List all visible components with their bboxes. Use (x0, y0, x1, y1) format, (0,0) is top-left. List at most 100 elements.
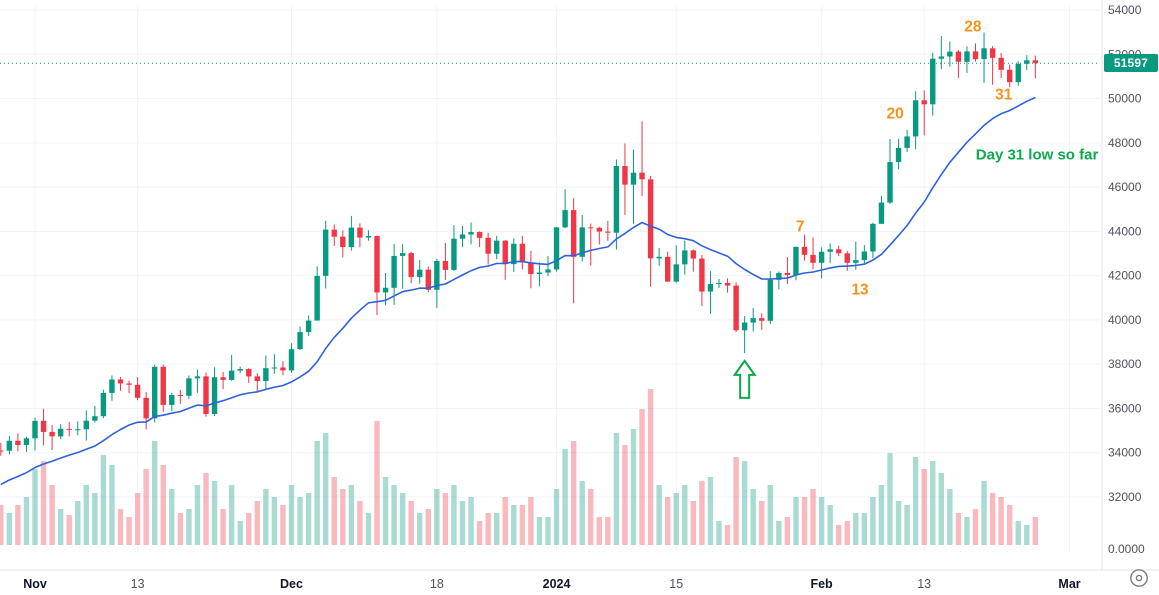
volume-bar (15, 505, 21, 545)
candle-body (801, 246, 808, 255)
candle-body (425, 269, 431, 290)
volume-bar (759, 501, 765, 545)
volume-bar (49, 485, 55, 545)
candle-body (553, 227, 560, 270)
candle-body (904, 136, 910, 148)
candle-body (938, 56, 944, 59)
candle-body (211, 377, 218, 414)
candle-body (656, 256, 662, 259)
candle-body (417, 269, 423, 277)
candle-body (588, 227, 594, 229)
volume-bar (1032, 517, 1039, 545)
candle-body (126, 383, 132, 385)
price-tick-label: 46000 (1108, 180, 1142, 194)
candle-body (331, 229, 337, 237)
volume-bar (348, 485, 355, 545)
candle-body (152, 366, 158, 419)
candle-body (1024, 60, 1030, 64)
volume-bar (519, 505, 526, 545)
day-number-annotation[interactable]: 7 (796, 218, 805, 235)
volume-bar (451, 485, 457, 545)
volume-bar (836, 525, 842, 545)
last-price-badge: 51597 (1104, 54, 1158, 73)
candle-body (810, 254, 816, 263)
volume-bar (126, 517, 132, 545)
candle-body (870, 223, 876, 252)
price-tick-label: 34000 (1108, 446, 1142, 460)
candle-body (964, 51, 970, 62)
volume-bar (724, 525, 731, 545)
time-axis[interactable]: Nov 13 Dec 18 2024 15 Feb 13 Mar (23, 577, 1081, 591)
candle-body (391, 255, 397, 288)
volume-bar (0, 505, 4, 545)
day-number-annotation[interactable]: 20 (887, 106, 904, 123)
volume-bar (682, 485, 688, 545)
candle-body (494, 240, 500, 254)
candle-body (40, 420, 47, 432)
volume-bar (32, 469, 38, 545)
volume-bar (776, 521, 782, 545)
volume-bar (374, 421, 380, 545)
day-number-annotation[interactable]: 13 (851, 282, 869, 299)
volume-bar (160, 465, 166, 545)
volume-bar (588, 489, 594, 545)
candle-body (844, 253, 850, 263)
price-axis[interactable]: 5400052000500004800046000440004200040000… (1108, 3, 1145, 556)
volume-bar (596, 517, 602, 545)
candle-body (605, 231, 611, 233)
ma-line-layer (0, 96, 1036, 486)
candle-body (639, 172, 645, 180)
volume-bar (878, 485, 885, 545)
volume-bar (801, 497, 808, 545)
volume-bar (887, 453, 893, 545)
candle-body (989, 48, 996, 58)
volume-bar (391, 485, 397, 545)
annotation-note[interactable]: Day 31 low so far (975, 146, 1099, 164)
candle-body (75, 429, 81, 431)
candle-body (972, 51, 979, 60)
volume-bar (117, 509, 124, 545)
volume-bar (895, 501, 902, 545)
candle-body (143, 397, 149, 419)
volume-bar (562, 449, 568, 545)
candles-pane[interactable] (0, 32, 1039, 456)
candle-body (579, 227, 585, 257)
volume-bar (741, 461, 748, 545)
time-tick-label: 18 (430, 577, 444, 591)
volume-bar (169, 489, 175, 545)
candle-body (66, 428, 72, 430)
day-number-annotation[interactable]: 28 (964, 19, 982, 36)
price-tick-label: 50000 (1108, 92, 1142, 106)
time-tick-label: 15 (669, 577, 683, 591)
candle-body (476, 232, 483, 238)
volume-bar (297, 497, 303, 545)
candle-body (955, 51, 962, 62)
volume-bar (57, 509, 64, 545)
volume-bar (673, 493, 679, 545)
volume-bar (818, 497, 825, 545)
volume-bar (246, 513, 252, 545)
circle-dot-icon[interactable] (1128, 567, 1150, 589)
volume-bar (271, 497, 278, 545)
up-arrow-annotation[interactable] (732, 359, 757, 399)
volume-bar (502, 497, 508, 545)
volume-bar (570, 441, 577, 545)
candle-body (408, 253, 414, 277)
candle-body (784, 272, 791, 275)
candle-body (83, 420, 89, 430)
volume-bar (75, 501, 81, 545)
volume-bar (1007, 505, 1013, 545)
candle-body (895, 147, 902, 163)
candle-body (622, 166, 628, 185)
volume-bar (425, 509, 431, 545)
volume-bar (707, 477, 714, 545)
candle-body (741, 322, 748, 331)
volume-bar (613, 433, 620, 545)
volume-bar (553, 489, 560, 545)
candle-body (314, 275, 320, 321)
day-number-annotation[interactable]: 31 (995, 87, 1013, 104)
volume-bar (23, 497, 30, 545)
volume-bar (203, 473, 209, 545)
volume-pane[interactable] (0, 389, 1039, 545)
